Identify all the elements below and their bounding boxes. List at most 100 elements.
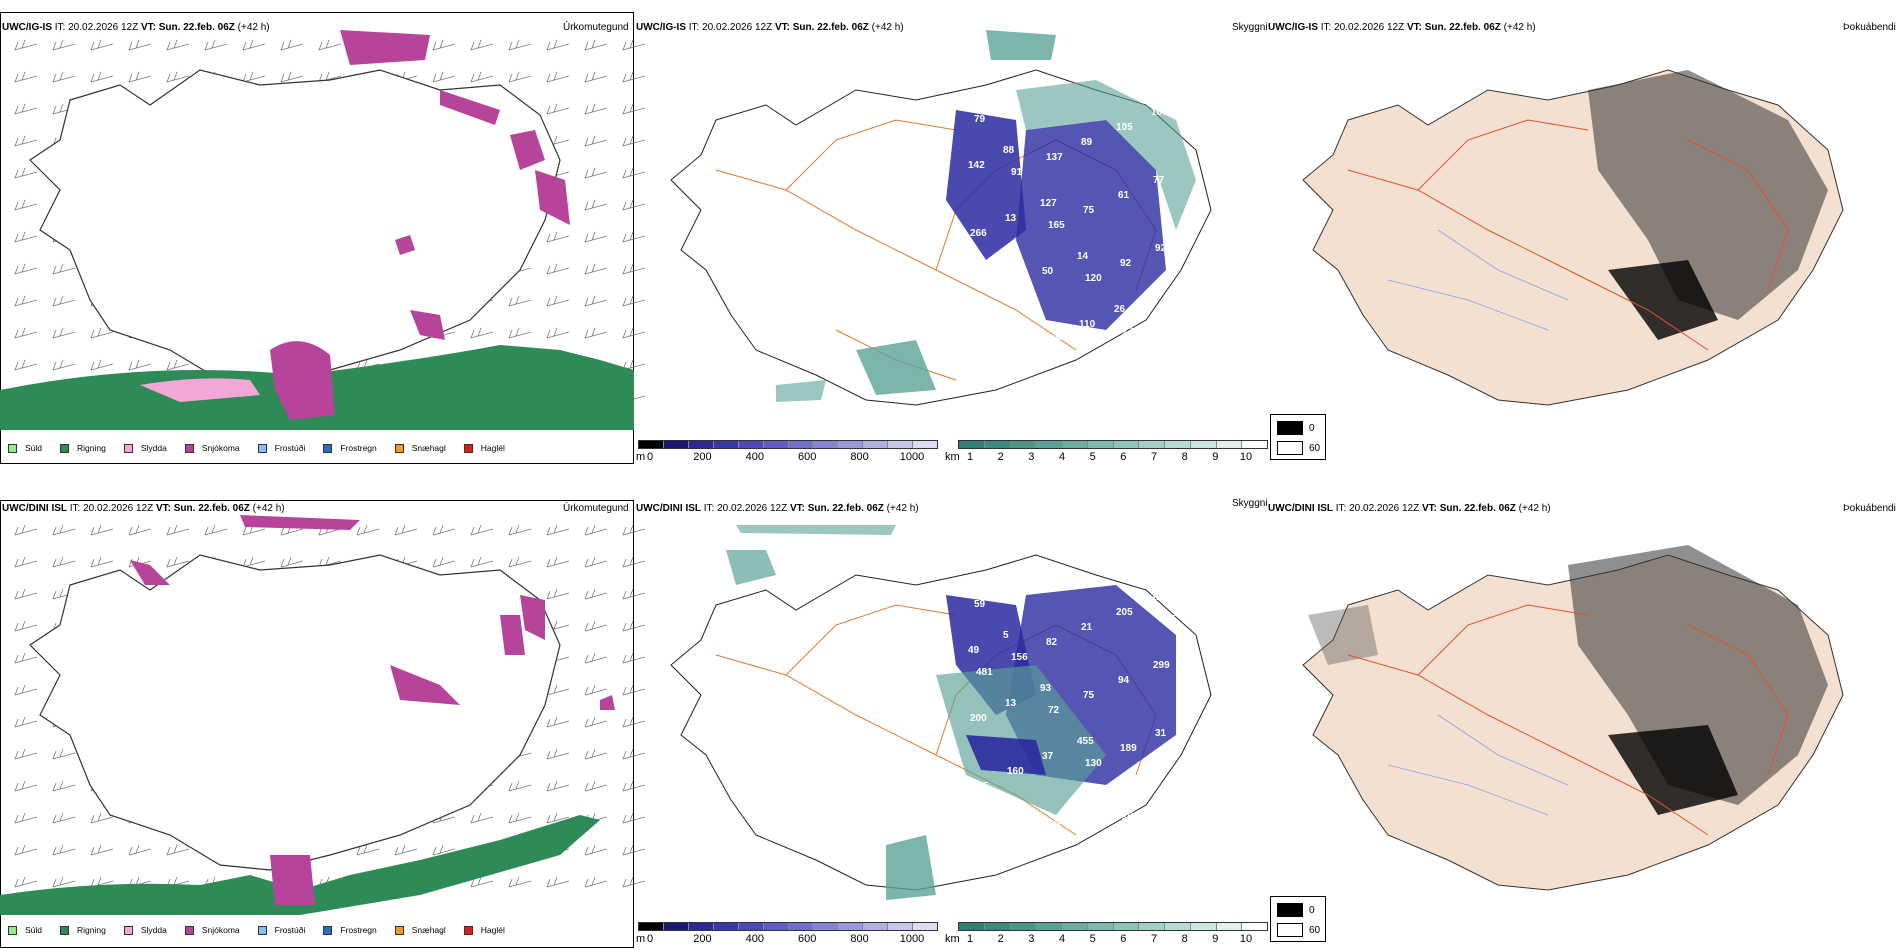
wind-barb <box>280 71 304 83</box>
legend-label: Frostregn <box>340 925 377 935</box>
cloud-base-label: 110 <box>1044 819 1061 830</box>
wind-barb <box>508 812 532 824</box>
precip-panel-row1 <box>0 12 634 464</box>
colorbar-step <box>888 441 914 448</box>
legend-label: Snæhagl <box>411 925 446 935</box>
wind-barb <box>394 844 418 856</box>
rain-area <box>0 815 600 915</box>
cloud-base-label: 219 <box>966 577 983 588</box>
colorbar-step <box>763 441 789 448</box>
colorbar-step <box>959 923 985 930</box>
wind-barb <box>584 620 608 632</box>
wind-barb <box>508 556 532 568</box>
wind-barb <box>470 556 494 568</box>
cloud-base-label: 49 <box>968 645 980 656</box>
cloud-base-label: 156 <box>1011 652 1028 663</box>
wind-barb <box>356 524 380 536</box>
wind-barb <box>584 71 608 83</box>
wind-barb <box>90 39 114 51</box>
wind-barb <box>90 524 114 536</box>
wind-barb <box>622 620 646 632</box>
legend-item-rigning: Rigning <box>60 925 106 935</box>
wind-barb <box>128 524 152 536</box>
wind-barb <box>14 231 38 243</box>
colorbar-tick: 7 <box>1150 933 1158 945</box>
colorbar-step <box>663 441 689 448</box>
legend-item-snjókoma: Snjókoma <box>184 925 240 935</box>
precip-legend-row1: Súld Rigning Slydda Snjókoma Frostúði Frostre… <box>8 443 523 453</box>
iceland-outline <box>29 69 561 386</box>
colorbar-step <box>1216 923 1243 930</box>
wind-barb <box>128 39 152 51</box>
cloud-base-label: 178 <box>1079 804 1096 815</box>
cloud-base-label: 5 <box>1003 630 1009 641</box>
wind-barb <box>546 588 570 600</box>
colorbar-tick: 1 <box>966 933 974 945</box>
colorbar-step <box>663 923 689 930</box>
wind-barb <box>622 652 646 664</box>
title-visibility-row2: Skyggni <box>1232 498 1268 509</box>
cloud-base-label: 110 <box>1079 319 1096 330</box>
legend-swatch <box>257 443 267 453</box>
wind-barb <box>622 684 646 696</box>
cloud-base-label: 75 <box>1083 205 1095 216</box>
colorbar-step <box>688 923 714 930</box>
legend-item-frostúði: Frostúði <box>257 443 305 453</box>
cloud-base-label: 481 <box>976 667 993 678</box>
snow-area-south <box>270 855 315 905</box>
cloud-base-label: 94 <box>1118 675 1130 686</box>
cloud-base-label: 130 <box>1085 758 1102 769</box>
wind-barb <box>280 39 304 51</box>
legend-label: Haglél <box>480 443 505 453</box>
legend-item-frostregn: Frostregn <box>323 925 377 935</box>
wind-barb <box>52 295 76 307</box>
cloud-base-label: 93 <box>1040 683 1052 694</box>
wind-barb <box>508 524 532 536</box>
iceland-outline <box>29 554 561 871</box>
cloud-base-label: 165 <box>1048 220 1065 231</box>
legend-label: Slydda <box>140 925 167 935</box>
wind-barb <box>14 295 38 307</box>
colorbar-step <box>738 441 764 448</box>
wind-barb <box>52 812 76 824</box>
wind-barb <box>546 748 570 760</box>
wind-barb <box>546 103 570 115</box>
wind-barb <box>14 167 38 179</box>
wind-barb <box>128 71 152 83</box>
header-row2-precip: UWC/DINI ISL IT: 20.02.2026 12Z VT: Sun.… <box>2 503 285 514</box>
colorbar-step <box>1242 923 1267 930</box>
wind-barb <box>508 71 532 83</box>
colorbar-tick: 9 <box>1212 933 1219 945</box>
legend-label: Rigning <box>77 443 106 453</box>
wind-barb <box>622 231 646 243</box>
colorbar-step <box>1062 441 1088 448</box>
wind-barb <box>622 103 646 115</box>
wind-barb <box>546 556 570 568</box>
colorbar-step <box>788 441 814 448</box>
wind-barb <box>546 524 570 536</box>
colorbar-tick: 1 <box>966 451 974 463</box>
wind-barb <box>166 844 190 856</box>
legend-item-rigning: Rigning <box>60 443 106 453</box>
colorbar-step <box>1010 923 1037 930</box>
wind-barb <box>584 263 608 275</box>
wind-barb <box>52 556 76 568</box>
wind-barb <box>622 812 646 824</box>
legend-label: Haglél <box>480 925 505 935</box>
legend-label: Frostregn <box>340 443 377 453</box>
wind-barb <box>546 231 570 243</box>
cloud-base-label: 82 <box>1046 637 1058 648</box>
ceiling-colorbar-row2 <box>638 922 938 931</box>
wind-barb <box>622 716 646 728</box>
precip-map-row2 <box>0 515 646 915</box>
visibility-unit-row1: km <box>945 451 960 463</box>
wind-barb <box>166 39 190 51</box>
colorbar-step <box>1139 923 1165 930</box>
wind-barb <box>14 103 38 115</box>
legend-item-frostúði: Frostúði <box>257 925 305 935</box>
header-row2-fog: UWC/DINI ISL IT: 20.02.2026 12Z VT: Sun.… <box>1268 503 1551 514</box>
wind-barb <box>14 684 38 696</box>
fog-legend-swatch-0 <box>1277 903 1303 917</box>
wind-barb <box>546 812 570 824</box>
colorbar-tick: 800 <box>850 451 869 463</box>
